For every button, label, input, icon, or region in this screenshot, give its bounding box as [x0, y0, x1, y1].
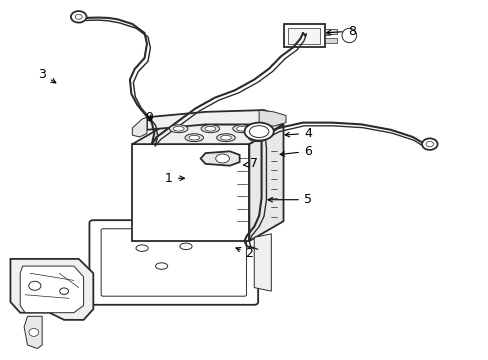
Text: 1: 1: [164, 172, 184, 185]
Bar: [283, 24, 325, 47]
Ellipse shape: [71, 11, 86, 23]
Text: 6: 6: [280, 145, 311, 158]
Text: 8: 8: [326, 25, 355, 38]
Polygon shape: [259, 110, 285, 126]
FancyBboxPatch shape: [101, 229, 246, 296]
Ellipse shape: [201, 125, 219, 133]
Polygon shape: [10, 259, 93, 320]
Ellipse shape: [341, 28, 356, 42]
Ellipse shape: [236, 126, 247, 131]
Ellipse shape: [215, 154, 229, 163]
Polygon shape: [132, 117, 147, 137]
Polygon shape: [249, 125, 283, 241]
Ellipse shape: [180, 243, 192, 249]
Ellipse shape: [204, 126, 215, 131]
Polygon shape: [254, 234, 271, 291]
Polygon shape: [325, 39, 336, 42]
Ellipse shape: [188, 135, 199, 140]
Ellipse shape: [244, 123, 273, 140]
Bar: [132, 144, 249, 241]
Bar: [288, 28, 320, 44]
Ellipse shape: [232, 125, 251, 133]
Ellipse shape: [252, 135, 263, 140]
Polygon shape: [325, 30, 336, 34]
Polygon shape: [20, 266, 83, 313]
Ellipse shape: [184, 134, 203, 141]
Ellipse shape: [169, 125, 187, 133]
Ellipse shape: [60, 288, 68, 294]
Text: 9: 9: [145, 111, 153, 124]
Ellipse shape: [75, 14, 82, 19]
Ellipse shape: [249, 126, 268, 138]
Ellipse shape: [220, 135, 231, 140]
Text: 2: 2: [236, 247, 253, 260]
Polygon shape: [24, 316, 42, 348]
Ellipse shape: [248, 134, 266, 141]
Ellipse shape: [155, 263, 167, 269]
Polygon shape: [132, 125, 283, 144]
Polygon shape: [200, 151, 239, 166]
Text: 7: 7: [243, 157, 258, 170]
Ellipse shape: [136, 245, 148, 251]
Text: 5: 5: [267, 193, 311, 206]
Ellipse shape: [29, 328, 39, 336]
Ellipse shape: [216, 134, 235, 141]
Ellipse shape: [29, 281, 41, 290]
Text: 3: 3: [38, 68, 56, 83]
Text: 4: 4: [285, 127, 311, 140]
Polygon shape: [147, 110, 273, 130]
Ellipse shape: [173, 126, 183, 131]
Ellipse shape: [425, 141, 432, 147]
FancyBboxPatch shape: [89, 220, 258, 305]
Ellipse shape: [421, 138, 437, 150]
